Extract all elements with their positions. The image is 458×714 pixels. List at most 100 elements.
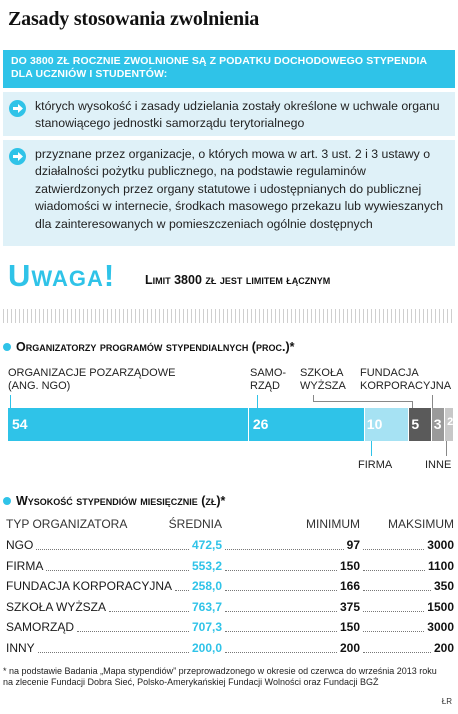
dot-leader <box>363 610 424 612</box>
arrow-right-icon <box>9 100 26 117</box>
dot-leader <box>36 549 189 550</box>
bar-firma: 10 <box>364 408 409 441</box>
tick-fundacja <box>432 395 433 408</box>
dot-leader <box>225 569 337 571</box>
connector-szkola <box>313 401 413 402</box>
label-inne: INNE <box>425 459 452 471</box>
bar-ngo: 54 <box>8 408 248 441</box>
table-row: SZKOŁA WYŻSZA 763,7 375 1500 <box>6 600 454 618</box>
bullet-dot-icon <box>3 343 11 351</box>
section1-title-text: Organizatorzy programów stypendialnych (… <box>16 340 295 354</box>
section2-title-text: Wysokość stypendiów miesięcznie (zł)* <box>16 494 226 508</box>
cell-min: 150 <box>339 558 360 573</box>
dot-leader <box>225 549 344 550</box>
cell-max: 3000 <box>427 538 454 552</box>
tick-ngo <box>10 395 11 408</box>
cell-type: SZKOŁA WYŻSZA <box>6 599 107 614</box>
label-fundacja: FUNDACJA KORPORACYJNA <box>360 367 451 393</box>
cell-min: 150 <box>339 620 360 634</box>
bar-samorzad-value: 26 <box>252 416 269 432</box>
cell-avg: 707,3 <box>191 620 222 634</box>
cell-max: 3000 <box>427 620 454 634</box>
arrow-right-icon <box>9 148 26 165</box>
label-ngo: ORGANIZACJE POZARZĄDOWE (ANG. NGO) <box>8 367 175 393</box>
tick-firma <box>371 441 372 456</box>
cell-avg: 200,0 <box>191 640 222 655</box>
label-fundacja-line1: FUNDACJA <box>360 367 419 379</box>
cell-avg: 472,5 <box>191 538 222 552</box>
credit: ŁR <box>441 697 452 706</box>
tick-szkola <box>313 395 314 402</box>
cell-min: 166 <box>339 579 360 593</box>
cell-type: FIRMA <box>6 558 44 573</box>
dot-leader <box>109 610 189 612</box>
uwaga-text: Limit 3800 zł jest limitem łącznym <box>145 273 331 287</box>
label-samorzad-line1: SAMO- <box>250 367 287 379</box>
cell-min: 375 <box>339 599 360 614</box>
cell-type: SAMORZĄD <box>6 620 75 634</box>
dot-leader <box>225 651 337 653</box>
hatched-divider <box>3 309 455 323</box>
cell-max: 1500 <box>427 599 454 614</box>
dot-leader <box>175 590 189 591</box>
label-szkola-line2: WYŻSZA <box>300 380 346 392</box>
dot-leader <box>225 631 337 632</box>
bar-szkola-value: 5 <box>411 416 420 432</box>
header-avg: ŚREDNIA <box>168 517 222 531</box>
dot-leader <box>46 569 189 571</box>
cell-min: 97 <box>346 538 360 552</box>
bar-szkola: 5 <box>409 408 431 441</box>
bullet-text-1: których wysokość i zasady udzielania zos… <box>35 99 440 131</box>
bullet-dot-icon <box>3 497 11 505</box>
cell-max: 200 <box>433 640 454 655</box>
cell-max: 350 <box>433 579 454 593</box>
cell-type: INNY <box>6 640 35 655</box>
cell-avg: 763,7 <box>191 599 222 614</box>
label-szkola-line1: SZKOŁA <box>300 367 344 379</box>
cell-max: 1100 <box>427 558 454 573</box>
dot-leader <box>363 651 431 653</box>
dot-leader <box>225 590 337 591</box>
cell-min: 200 <box>339 640 360 655</box>
section-title-stipends: Wysokość stypendiów miesięcznie (zł)* <box>3 494 225 508</box>
table-row: FIRMA 553,2 150 1100 <box>6 559 454 577</box>
label-samorzad: SAMO- RZĄD <box>250 367 286 393</box>
bullet-text-2: przyznane przez organizacje, o których m… <box>35 147 444 231</box>
page-title: Zasady stosowania zwolnienia <box>8 8 260 30</box>
bar-ngo-value: 54 <box>12 416 28 432</box>
table-row: NGO 472,5 97 3000 <box>6 538 454 556</box>
label-firma: FIRMA <box>358 459 393 471</box>
dot-leader <box>77 631 189 632</box>
cell-avg: 553,2 <box>191 558 222 573</box>
cell-type: NGO <box>6 538 34 552</box>
footnote: * na podstawie Badania „Mapa stypendiów”… <box>3 666 437 687</box>
header-min: MINIMUM <box>306 517 360 531</box>
section-title-organizers: Organizatorzy programów stypendialnych (… <box>3 340 294 354</box>
bullet-item-2: przyznane przez organizacje, o których m… <box>3 140 455 246</box>
label-fundacja-line2: KORPORACYJNA <box>360 380 452 392</box>
bar-fundacja-value: 3 <box>433 416 442 432</box>
header-max: MAKSIMUM <box>388 517 454 531</box>
dot-leader <box>363 590 431 591</box>
bar-inne-value: 2 <box>447 416 454 428</box>
bar-samorzad: 26 <box>248 408 364 441</box>
dot-leader <box>363 631 424 632</box>
bar-fundacja: 3 <box>431 408 445 441</box>
tick-inne <box>446 441 447 456</box>
label-ngo-line1: ORGANIZACJE POZARZĄDOWE <box>8 367 176 379</box>
tick-szkola-bar <box>412 401 413 408</box>
table-row: SAMORZĄD 707,3 150 3000 <box>6 620 454 638</box>
bar-firma-value: 10 <box>366 416 383 432</box>
dot-leader <box>225 610 337 612</box>
label-szkola: SZKOŁA WYŻSZA <box>300 367 346 393</box>
table-row: FUNDACJA KORPORACYJNA 258,0 166 350 <box>6 579 454 597</box>
cell-avg: 258,0 <box>191 579 222 593</box>
dot-leader <box>363 569 425 571</box>
cell-type: FUNDACJA KORPORACYJNA <box>6 579 173 593</box>
bullet-item-1: których wysokość i zasady udzielania zos… <box>3 92 455 136</box>
table-header: TYP ORGANIZATORA ŚREDNIA MINIMUM MAKSIMU… <box>6 517 454 535</box>
header-type: TYP ORGANIZATORA <box>6 517 128 531</box>
dot-leader <box>363 549 424 550</box>
tick-samorzad <box>257 395 258 408</box>
uwaga-heading: Uwaga! <box>8 258 116 293</box>
